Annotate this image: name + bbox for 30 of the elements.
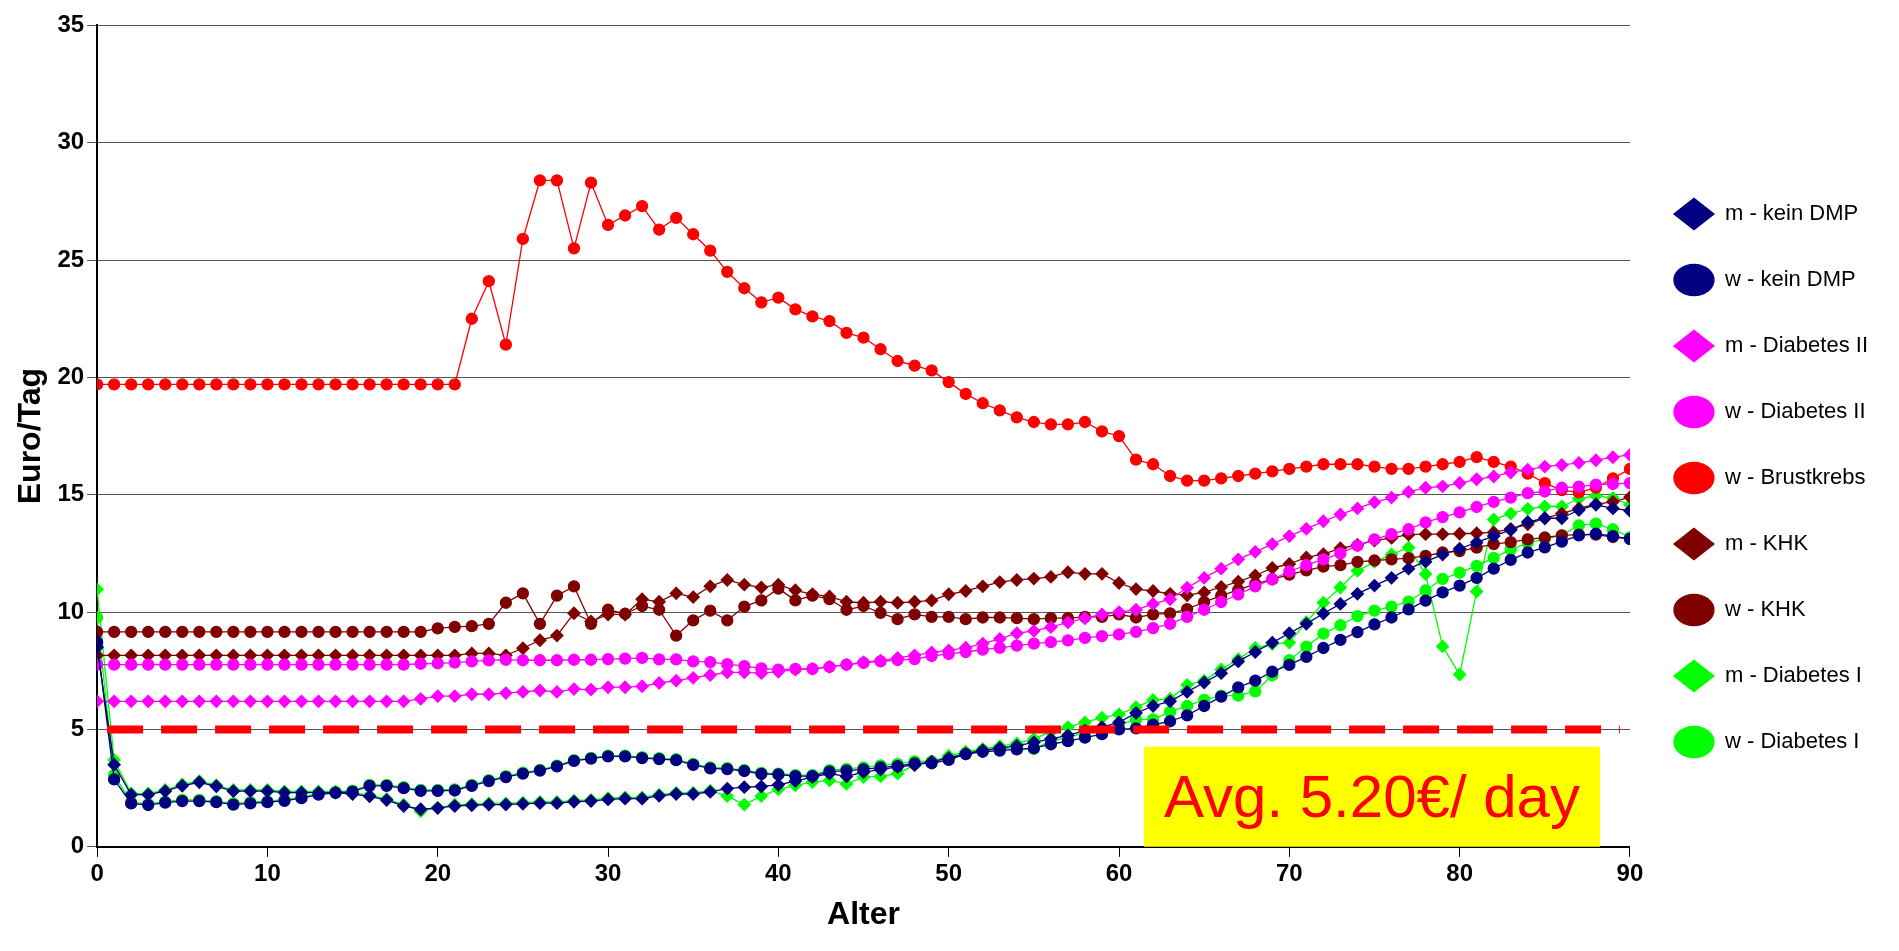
y-axis-title: Euro/Tag bbox=[11, 367, 48, 505]
legend-label: w - KHK bbox=[1723, 596, 1806, 622]
x-tick-label: 30 bbox=[594, 858, 622, 886]
legend-label: w - kein DMP bbox=[1723, 266, 1856, 292]
ref-line-label: Avg. 5.20€/ day bbox=[1164, 763, 1580, 831]
legend-label: w - Brustkrebs bbox=[1723, 464, 1866, 490]
legend-label: m - Diabetes I bbox=[1724, 662, 1862, 688]
y-tick-label: 5 bbox=[70, 714, 85, 742]
legend-label: w - Diabetes I bbox=[1723, 728, 1860, 754]
x-tick-label: 90 bbox=[1616, 858, 1644, 886]
y-tick-label: 15 bbox=[57, 479, 85, 507]
x-axis-title: Alter bbox=[827, 894, 900, 931]
y-tick-label: 35 bbox=[57, 10, 85, 38]
y-tick-label: 30 bbox=[57, 127, 85, 155]
x-tick-label: 20 bbox=[424, 858, 452, 886]
y-tick-label: 20 bbox=[57, 362, 85, 390]
legend-label: m - KHK bbox=[1724, 530, 1809, 556]
x-tick-label: 40 bbox=[765, 858, 792, 886]
legend-label: m - kein DMP bbox=[1724, 200, 1859, 226]
x-tick-label: 50 bbox=[935, 858, 963, 886]
x-tick-label: 10 bbox=[254, 858, 281, 886]
x-tick-label: 60 bbox=[1105, 858, 1133, 886]
y-tick-label: 0 bbox=[70, 831, 85, 859]
x-tick-label: 0 bbox=[90, 858, 104, 886]
x-tick-label: 80 bbox=[1446, 858, 1473, 886]
legend-label: m - Diabetes II bbox=[1724, 332, 1868, 358]
x-tick-label: 70 bbox=[1275, 858, 1303, 886]
y-tick-label: 25 bbox=[57, 244, 85, 272]
legend-label: w - Diabetes II bbox=[1723, 398, 1866, 424]
y-tick-label: 10 bbox=[57, 596, 85, 624]
